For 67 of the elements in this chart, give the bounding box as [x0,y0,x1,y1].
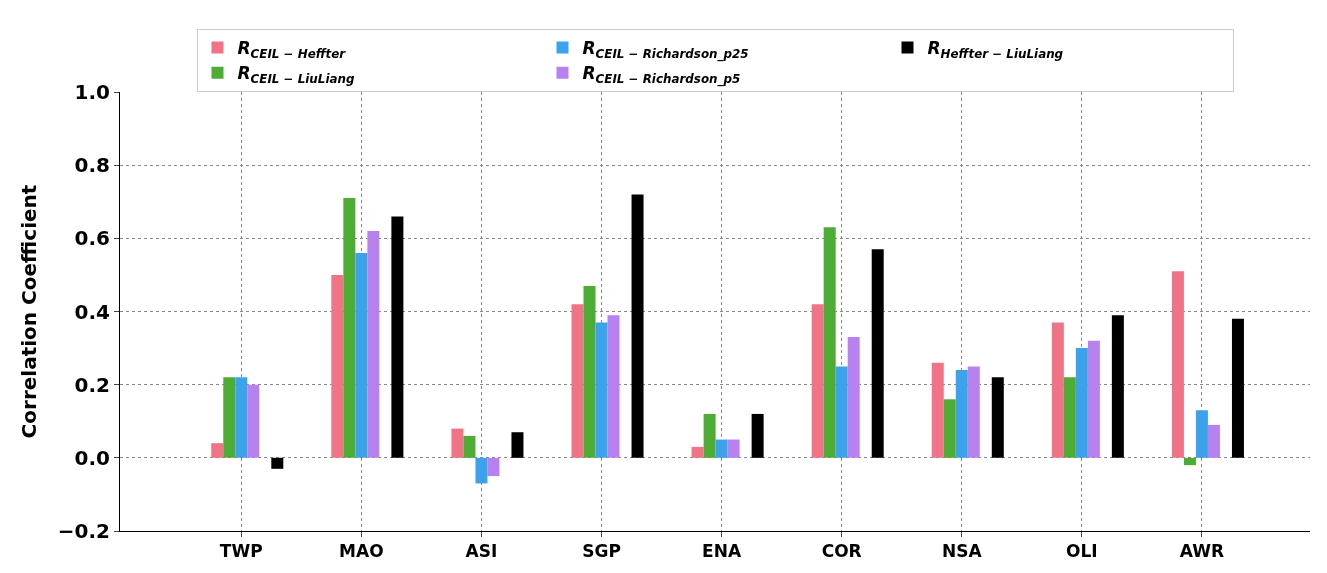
y-tick-label: 0.2 [74,372,110,397]
y-tick-label: 1.0 [74,80,110,104]
bar [1111,315,1124,458]
bar [715,439,728,458]
bar [823,227,836,458]
bar [931,362,944,458]
bar [943,399,956,458]
bar [607,315,620,458]
bar [1207,424,1220,458]
bar [571,304,584,458]
bar [871,249,884,458]
x-tick-label: AWR [1179,541,1225,562]
x-tick-label: ENA [702,541,742,562]
x-tick-label: NSA [941,541,983,562]
bar [631,194,644,458]
y-tick-label: 0.6 [74,226,110,251]
bar [391,216,404,458]
bar [1075,348,1088,458]
bar [343,198,356,458]
x-tick-label: SGP [582,541,621,562]
bar [955,370,968,458]
bar [751,413,764,458]
bar [835,366,848,458]
bar [967,366,980,458]
y-axis-title: Correlation Coefficient [17,184,42,439]
bar [1231,318,1244,458]
bar [247,384,260,458]
bar [727,439,740,458]
bar [583,285,596,458]
bar [847,337,860,458]
bar [595,322,608,458]
legend-label: R$_{CEIL − LiuLiang}$ [237,63,355,86]
legend-label: R$_{CEIL − Heffter}$ [237,38,347,61]
bar [703,413,716,458]
bar [463,435,476,458]
y-tick-label: 0.0 [74,445,110,470]
x-tick-label: COR [821,541,862,562]
bar [331,274,344,458]
x-tick-label: OLI [1066,541,1098,562]
x-tick-label: MAO [339,541,384,562]
legend-label: R$_{Heffter − LiuLiang}$ [927,38,1064,61]
bar [235,377,248,458]
bar [367,231,380,458]
x-tick-label: TWP [219,541,263,562]
bar [451,428,464,458]
bar [223,377,236,458]
y-tick-label: −0.2 [57,519,110,543]
x-tick-label: ASI [465,541,498,562]
bar [271,457,284,469]
y-tick-label: 0.8 [74,153,110,178]
bar [1087,340,1100,458]
bar [487,457,500,477]
bar [991,377,1004,458]
y-tick-label: 0.4 [74,299,110,324]
bar [1063,377,1076,458]
bar [511,432,524,458]
bar [691,446,704,458]
legend-label: R$_{CEIL − Richardson_p25}$ [582,38,749,62]
legend-label: R$_{CEIL − Richardson_p5}$ [582,63,741,87]
bar [811,304,824,458]
bar [1195,410,1208,458]
bar [1171,271,1184,458]
bar [355,252,368,458]
bar [211,443,224,458]
bar [1051,322,1064,458]
bar [1183,457,1196,466]
bar [475,457,488,484]
